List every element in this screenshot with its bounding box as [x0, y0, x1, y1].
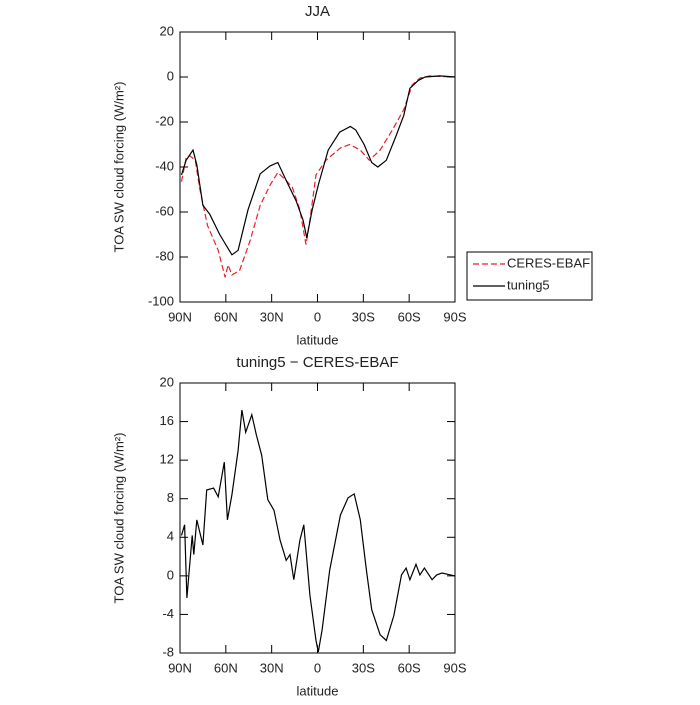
- legend-label: tuning5: [507, 277, 550, 292]
- y-tick-label: 16: [160, 413, 174, 428]
- x-tick-label: 0: [314, 660, 321, 675]
- x-tick-label: 60S: [398, 660, 421, 675]
- x-tick-label: 90N: [168, 660, 192, 675]
- legend-label: CERES-EBAF: [507, 255, 590, 270]
- x-tick-label: 60S: [398, 309, 421, 324]
- x-axis-label: latitude: [297, 332, 339, 347]
- x-tick-label: 30N: [260, 660, 284, 675]
- data-line: [180, 75, 456, 256]
- y-axis-label: TOA SW cloud forcing (W/m²): [111, 82, 126, 253]
- y-tick-label: -60: [155, 203, 174, 218]
- x-tick-label: 30S: [352, 660, 375, 675]
- x-tick-label: 60N: [214, 309, 238, 324]
- plot-frame: [179, 382, 456, 654]
- y-tick-label: 4: [167, 529, 174, 544]
- y-tick-label: 20: [160, 23, 174, 38]
- legend-box: [466, 251, 593, 301]
- y-tick-label: -8: [162, 644, 174, 659]
- y-tick-label: -40: [155, 158, 174, 173]
- data-line: [180, 75, 456, 278]
- data-line: [180, 409, 456, 653]
- chart-title: tuning5 − CERES-EBAF: [236, 354, 398, 371]
- y-tick-label: 0: [167, 567, 174, 582]
- x-tick-label: 30N: [260, 309, 284, 324]
- y-tick-label: 8: [167, 490, 174, 505]
- y-tick-label: -80: [155, 248, 174, 263]
- x-tick-label: 90S: [443, 309, 466, 324]
- y-tick-label: -4: [162, 606, 174, 621]
- x-tick-label: 90S: [443, 660, 466, 675]
- plot-frame: [179, 31, 456, 303]
- x-tick-label: 60N: [214, 660, 238, 675]
- x-tick-label: 30S: [352, 309, 375, 324]
- y-tick-label: -20: [155, 113, 174, 128]
- y-tick-label: 12: [160, 452, 174, 467]
- chart-title: JJA: [305, 3, 330, 20]
- x-tick-label: 90N: [168, 309, 192, 324]
- y-axis-label: TOA SW cloud forcing (W/m²): [111, 433, 126, 604]
- y-tick-label: -100: [148, 293, 174, 308]
- x-axis-label: latitude: [297, 683, 339, 698]
- x-tick-label: 0: [314, 309, 321, 324]
- y-tick-label: 0: [167, 68, 174, 83]
- y-tick-label: 20: [160, 374, 174, 389]
